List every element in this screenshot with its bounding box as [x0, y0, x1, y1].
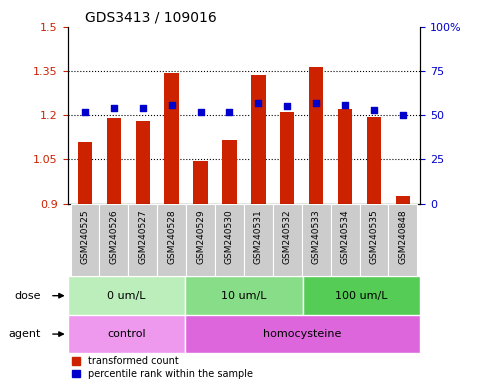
Bar — [244, 204, 273, 276]
Bar — [388, 204, 417, 276]
Point — [370, 107, 378, 113]
Text: GDS3413 / 109016: GDS3413 / 109016 — [85, 10, 217, 24]
Bar — [396, 196, 410, 204]
Point — [399, 112, 407, 118]
Bar — [99, 204, 128, 276]
Bar — [185, 315, 420, 353]
Bar — [309, 67, 324, 204]
Bar — [185, 276, 303, 315]
Text: GSM240530: GSM240530 — [225, 209, 234, 264]
Text: 10 um/L: 10 um/L — [221, 291, 267, 301]
Text: GSM240528: GSM240528 — [167, 209, 176, 264]
Bar — [164, 73, 179, 204]
Legend: transformed count, percentile rank within the sample: transformed count, percentile rank withi… — [72, 356, 253, 379]
Point — [341, 101, 349, 108]
Point — [110, 105, 118, 111]
Point — [255, 100, 262, 106]
Bar — [128, 204, 157, 276]
Text: control: control — [107, 329, 146, 339]
Bar — [186, 204, 215, 276]
Bar — [68, 276, 185, 315]
Bar — [302, 204, 331, 276]
Point — [197, 109, 204, 115]
Point — [226, 109, 233, 115]
Bar — [136, 121, 150, 204]
Bar — [222, 140, 237, 204]
Text: GSM240526: GSM240526 — [109, 209, 118, 264]
Point — [81, 109, 89, 115]
Bar — [157, 204, 186, 276]
Bar — [251, 75, 266, 204]
Text: agent: agent — [9, 329, 41, 339]
Bar — [273, 204, 302, 276]
Text: GSM240525: GSM240525 — [81, 209, 89, 264]
Point — [139, 105, 147, 111]
Text: GSM240533: GSM240533 — [312, 209, 321, 264]
Bar — [68, 315, 185, 353]
Bar — [78, 142, 92, 204]
Text: dose: dose — [14, 291, 41, 301]
Text: GSM240535: GSM240535 — [369, 209, 379, 264]
Text: 100 um/L: 100 um/L — [335, 291, 388, 301]
Text: GSM240532: GSM240532 — [283, 209, 292, 264]
Bar — [331, 204, 359, 276]
Point — [284, 103, 291, 109]
Text: 0 um/L: 0 um/L — [107, 291, 146, 301]
Text: GSM240534: GSM240534 — [341, 209, 350, 264]
Bar — [71, 204, 99, 276]
Bar — [107, 118, 121, 204]
Bar — [303, 276, 420, 315]
Bar — [215, 204, 244, 276]
Text: GSM240848: GSM240848 — [398, 209, 407, 264]
Bar — [367, 117, 381, 204]
Text: homocysteine: homocysteine — [264, 329, 342, 339]
Bar — [193, 161, 208, 204]
Point — [168, 101, 175, 108]
Bar — [338, 109, 352, 204]
Text: GSM240529: GSM240529 — [196, 209, 205, 264]
Bar — [359, 204, 388, 276]
Point — [313, 100, 320, 106]
Text: GSM240531: GSM240531 — [254, 209, 263, 264]
Text: GSM240527: GSM240527 — [138, 209, 147, 264]
Bar — [280, 112, 295, 204]
